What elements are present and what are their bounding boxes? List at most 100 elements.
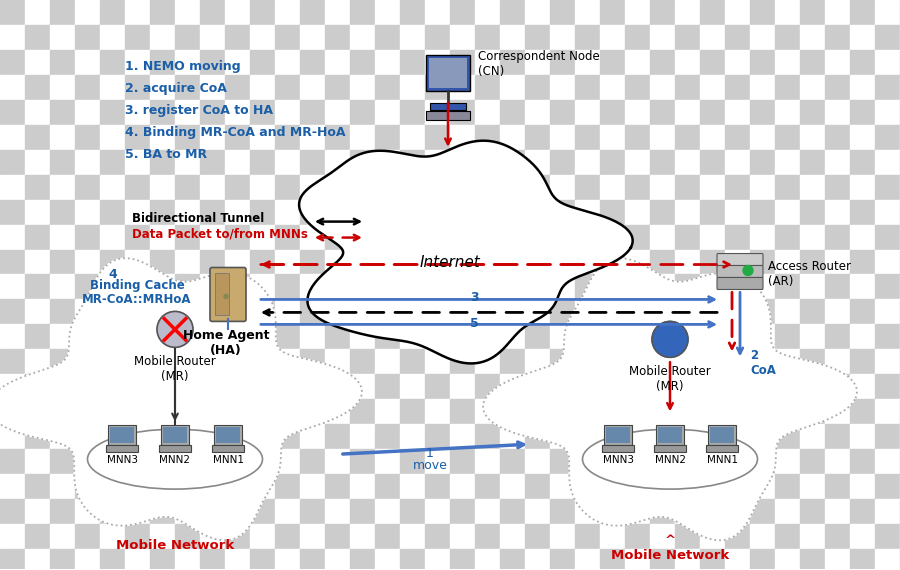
Bar — [250, 349, 275, 374]
Bar — [100, 174, 125, 199]
Bar — [500, 374, 525, 399]
Bar — [25, 250, 50, 275]
Bar — [750, 75, 775, 100]
Bar — [550, 324, 575, 349]
Bar — [275, 250, 300, 275]
Bar — [200, 50, 225, 75]
Bar — [75, 399, 100, 424]
Bar — [525, 200, 550, 225]
Bar — [500, 499, 525, 524]
Bar — [525, 125, 550, 150]
Bar — [300, 349, 325, 374]
Bar — [875, 499, 900, 524]
Bar — [725, 174, 750, 199]
Bar — [175, 299, 200, 324]
Bar — [575, 200, 600, 225]
Bar — [325, 324, 350, 349]
Bar — [525, 374, 550, 399]
Bar — [225, 299, 250, 324]
Bar — [25, 50, 50, 75]
Bar — [800, 499, 825, 524]
Bar — [475, 75, 500, 100]
Bar — [225, 75, 250, 100]
Bar — [225, 200, 250, 225]
Bar — [675, 0, 700, 25]
Bar — [575, 449, 600, 474]
Bar — [275, 150, 300, 174]
Bar — [875, 75, 900, 100]
Bar — [125, 524, 150, 549]
Bar — [225, 374, 250, 399]
Bar — [25, 449, 50, 474]
Bar — [225, 100, 250, 125]
Bar — [275, 125, 300, 150]
Bar — [300, 275, 325, 299]
Bar — [25, 125, 50, 150]
Bar — [725, 75, 750, 100]
Bar — [175, 25, 200, 50]
Text: Mobile Network: Mobile Network — [116, 539, 234, 552]
Bar — [775, 100, 800, 125]
Text: Home Agent
(HA): Home Agent (HA) — [183, 329, 269, 357]
Bar — [750, 524, 775, 549]
Bar — [400, 524, 425, 549]
Bar — [161, 425, 189, 445]
Bar — [750, 549, 775, 570]
Bar — [750, 250, 775, 275]
Bar — [225, 275, 250, 299]
Bar — [825, 275, 850, 299]
FancyBboxPatch shape — [210, 267, 246, 321]
Bar — [650, 174, 675, 199]
Bar — [475, 225, 500, 250]
Bar — [775, 499, 800, 524]
Bar — [300, 25, 325, 50]
Text: Access Router
(AR): Access Router (AR) — [768, 259, 851, 287]
Bar — [875, 349, 900, 374]
Bar — [350, 424, 375, 449]
Bar — [850, 100, 875, 125]
Bar — [175, 424, 200, 449]
Bar — [100, 75, 125, 100]
Bar — [450, 0, 475, 25]
Bar — [200, 424, 225, 449]
Bar — [25, 299, 50, 324]
Bar — [575, 75, 600, 100]
Bar — [500, 250, 525, 275]
Bar — [125, 75, 150, 100]
Bar — [200, 200, 225, 225]
Bar — [575, 549, 600, 570]
Bar — [650, 150, 675, 174]
Bar — [650, 100, 675, 125]
Bar — [800, 250, 825, 275]
Bar — [375, 399, 400, 424]
Bar — [525, 50, 550, 75]
Bar — [525, 25, 550, 50]
Bar — [525, 225, 550, 250]
Bar — [800, 75, 825, 100]
Bar — [600, 374, 625, 399]
Bar — [150, 75, 175, 100]
Bar — [425, 399, 450, 424]
Bar — [325, 125, 350, 150]
Bar — [225, 549, 250, 570]
Bar — [475, 374, 500, 399]
Bar — [525, 349, 550, 374]
Bar — [525, 100, 550, 125]
Bar — [400, 499, 425, 524]
Bar — [350, 524, 375, 549]
Bar — [100, 524, 125, 549]
Bar — [650, 299, 675, 324]
Bar — [725, 549, 750, 570]
Bar — [575, 174, 600, 199]
Bar — [275, 424, 300, 449]
Bar — [625, 449, 650, 474]
Bar — [75, 100, 100, 125]
Bar — [700, 524, 725, 549]
Bar — [650, 399, 675, 424]
Bar — [875, 374, 900, 399]
Bar — [300, 225, 325, 250]
Bar — [700, 174, 725, 199]
Bar — [225, 499, 250, 524]
Bar — [650, 349, 675, 374]
Bar — [400, 50, 425, 75]
